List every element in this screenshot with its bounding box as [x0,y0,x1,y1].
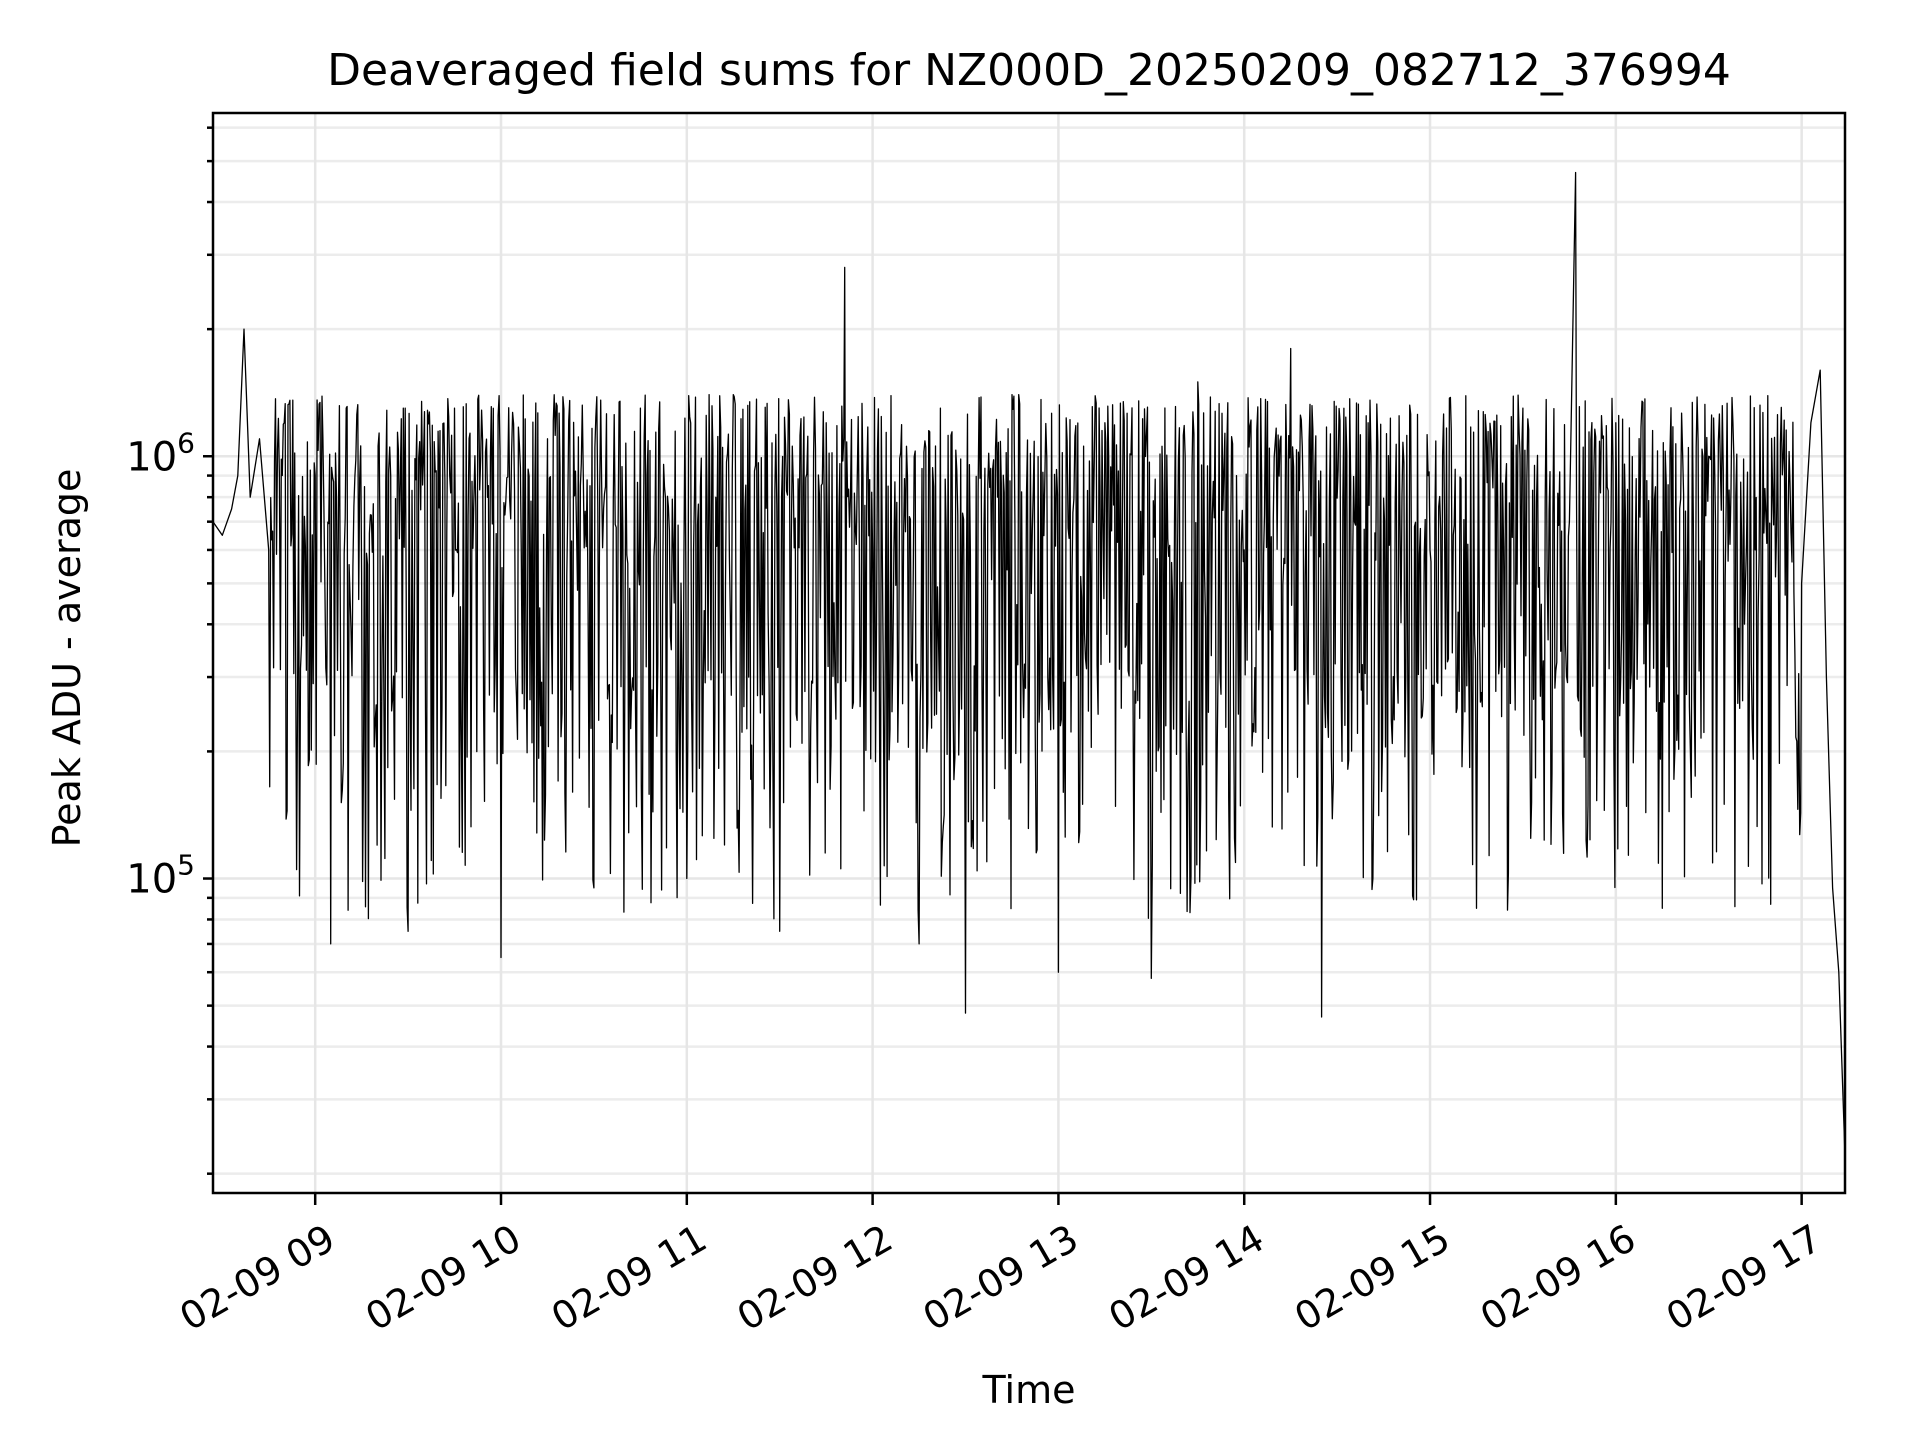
plot-frame [211,111,1847,1195]
y-tick-label: 106 [126,426,195,480]
x-axis-label: Time [982,1368,1076,1412]
series-line [212,171,1846,1157]
y-axis-label: Peak ADU - average [45,469,89,848]
y-tick-label: 105 [126,849,195,903]
chart-title: Deaveraged field sums for NZ000D_2025020… [327,45,1731,96]
series-layer [212,171,1846,1157]
